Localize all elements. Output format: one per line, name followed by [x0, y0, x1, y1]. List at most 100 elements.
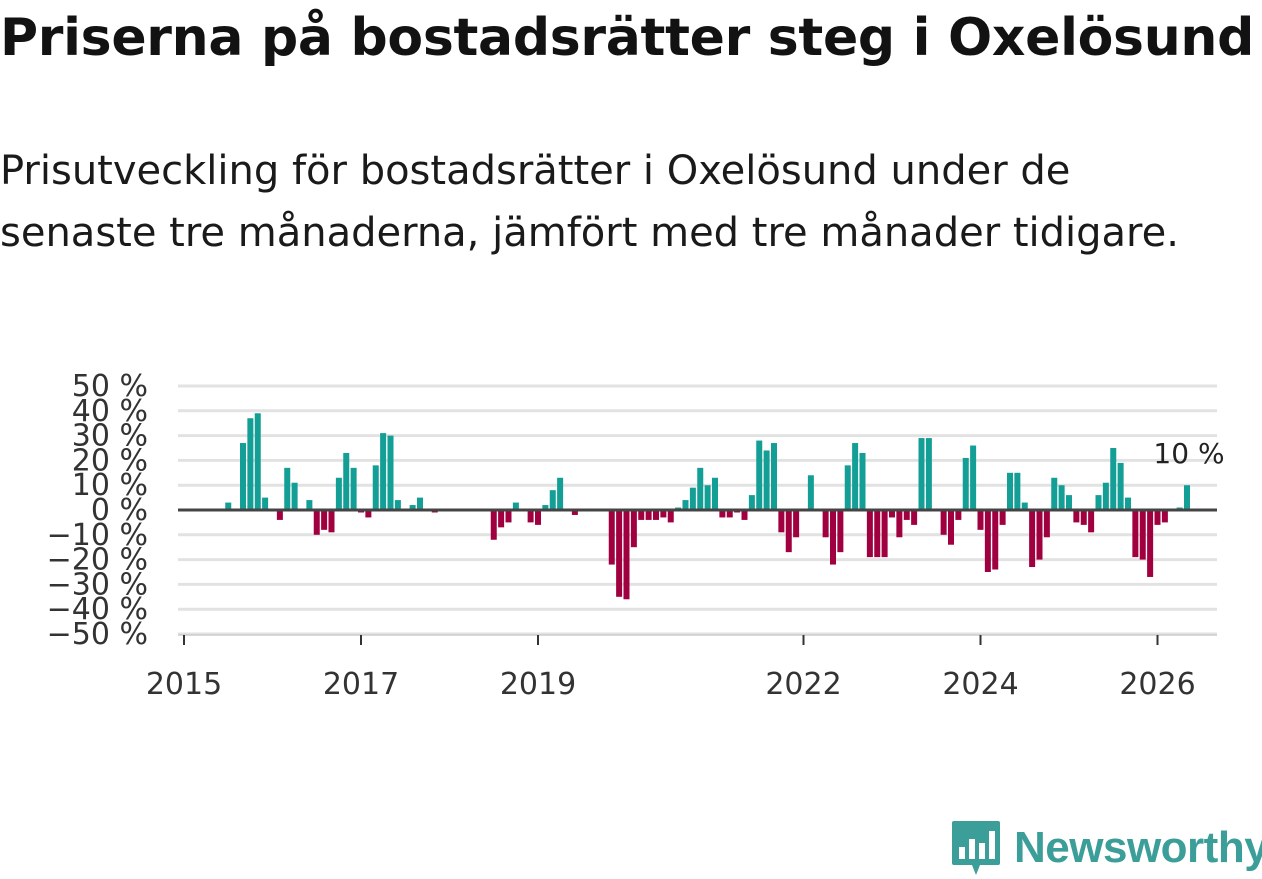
bar [350, 467, 357, 510]
bar [763, 450, 770, 510]
bar [866, 510, 873, 558]
y-tick-label: 20 % [72, 443, 148, 478]
y-axis-labels: 50 %40 %30 %20 %10 %0 %−10 %−20 %−30 %−4… [47, 369, 148, 652]
bar [970, 445, 977, 510]
bar [343, 452, 350, 510]
y-tick-label: −40 % [47, 592, 148, 627]
bar [1102, 482, 1109, 510]
bar [262, 497, 269, 510]
bar [623, 510, 630, 600]
bar [240, 443, 246, 510]
bar [512, 502, 519, 510]
bar [653, 510, 659, 520]
bar [689, 487, 696, 510]
bar [630, 510, 637, 548]
bar [549, 490, 556, 510]
bar [704, 485, 711, 510]
bar [1088, 510, 1095, 533]
bar [365, 510, 372, 518]
x-tick-label: 2019 [500, 667, 576, 702]
y-tick-label: 40 % [72, 394, 148, 429]
bar [778, 510, 785, 533]
bar [328, 510, 335, 533]
bar [1132, 510, 1139, 558]
bar [535, 510, 541, 525]
bar [616, 510, 623, 597]
bar [896, 510, 903, 538]
x-axis-labels: 2015 2017 2019 2022 2024 2026 [146, 635, 1196, 702]
bar [1021, 502, 1028, 510]
bar [992, 510, 999, 570]
bar [748, 495, 755, 510]
bar [822, 510, 829, 538]
bar [1014, 472, 1021, 510]
bar [719, 510, 726, 518]
bar [948, 510, 954, 545]
bar [874, 510, 881, 558]
bar [394, 500, 401, 510]
bar [999, 510, 1006, 525]
bar-chart: 50 %40 %30 %20 %10 %0 %−10 %−20 %−30 %−4… [47, 369, 1225, 702]
bar [380, 433, 387, 510]
bar [903, 510, 910, 520]
bar [785, 510, 792, 553]
bar [1184, 485, 1190, 510]
bar [335, 477, 342, 510]
newsworthy-logo-text: Newsworthy [1014, 823, 1262, 872]
bar [984, 510, 991, 572]
bar [1095, 495, 1102, 510]
bar [417, 497, 423, 510]
bar [756, 440, 763, 510]
bar [771, 443, 777, 510]
bar [1139, 510, 1146, 560]
bar [490, 510, 497, 540]
bar [911, 510, 918, 525]
bar [682, 500, 689, 510]
bar [645, 510, 652, 520]
bar [1029, 510, 1036, 568]
y-tick-label: −10 % [47, 518, 148, 553]
y-tick-label: 50 % [72, 369, 148, 404]
bar [844, 465, 851, 510]
bar [1051, 477, 1058, 510]
y-tick-label: 10 % [72, 468, 148, 503]
bar [977, 510, 984, 530]
bar [225, 502, 232, 510]
bar [1147, 510, 1154, 577]
bar [660, 510, 667, 518]
bar [918, 438, 925, 510]
newsworthy-logo: Newsworthy [950, 818, 1262, 878]
bar [1117, 462, 1124, 510]
newsworthy-logo-icon [952, 821, 1000, 875]
bar [837, 510, 844, 553]
bar [859, 452, 866, 510]
bar [247, 418, 254, 510]
x-tick-label: 2022 [765, 667, 841, 702]
bar [254, 413, 261, 510]
chart-title: Priserna på bostadsrätter steg i Oxelösu… [0, 8, 1255, 68]
bar [1125, 497, 1131, 510]
y-tick-label: −50 % [47, 617, 148, 652]
y-tick-label: −20 % [47, 543, 148, 578]
bar [925, 438, 932, 510]
bar [1007, 472, 1013, 510]
last-value-annotation: 10 % [1153, 437, 1224, 470]
bar [1080, 510, 1087, 525]
bar [1058, 485, 1065, 510]
bar [291, 482, 298, 510]
chart-subtitle: Prisutveckling för bostadsrätter i Oxelö… [0, 148, 1179, 256]
bar [1036, 510, 1043, 560]
x-tick-label: 2024 [942, 667, 1018, 702]
bar [542, 505, 549, 510]
bar [638, 510, 645, 520]
bar [830, 510, 836, 565]
bar [306, 500, 313, 510]
bar [955, 510, 962, 520]
bar [1066, 495, 1072, 510]
y-tick-label: 0 % [91, 493, 148, 528]
y-tick-label: 30 % [72, 419, 148, 454]
bar [1043, 510, 1050, 538]
bar [608, 510, 615, 565]
bar [1073, 510, 1080, 523]
bar [940, 510, 947, 535]
